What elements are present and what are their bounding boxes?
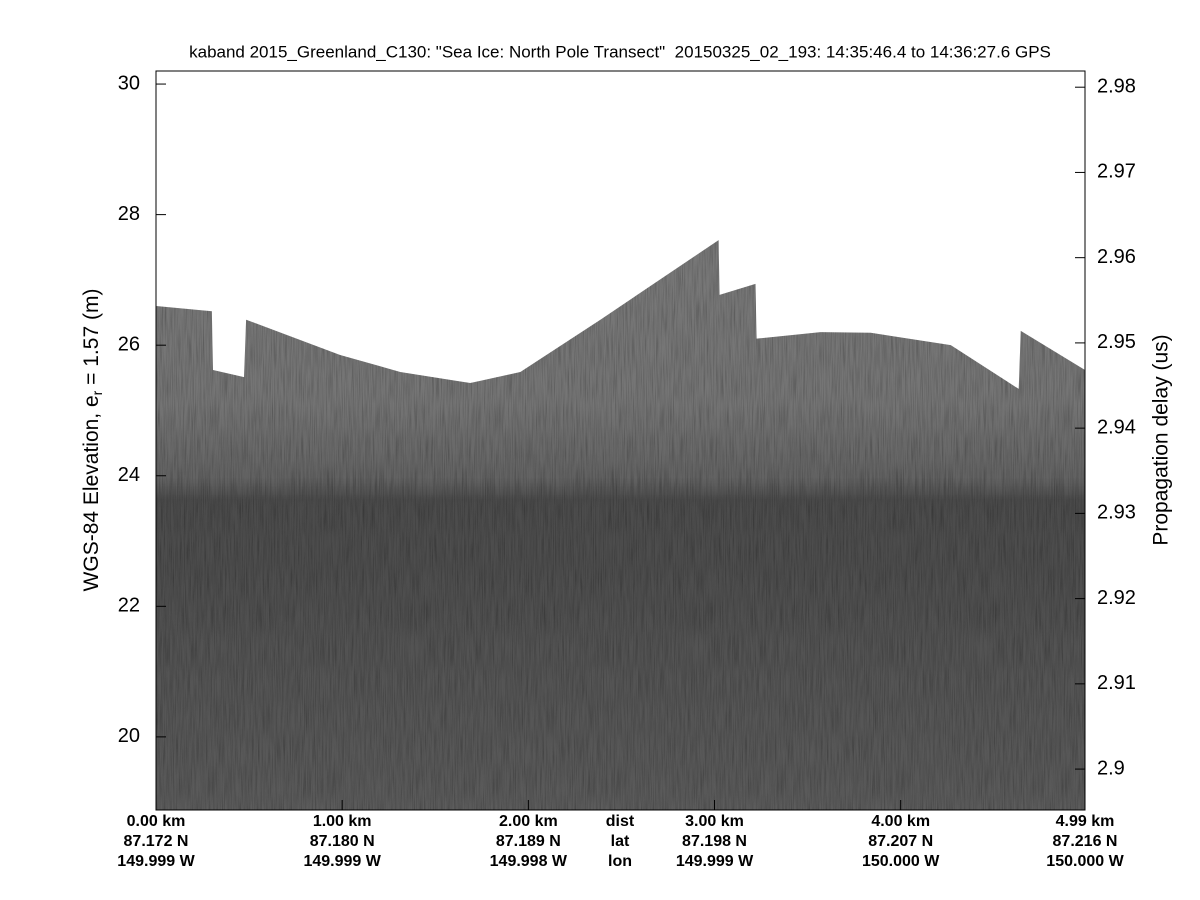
x-tick-label: 4.00 km [871, 813, 930, 830]
x-tick-lat: 87.216 N [1053, 833, 1118, 850]
x-tick-lat: 87.198 N [682, 833, 747, 850]
echogram-surface [156, 240, 1085, 810]
x-tick-lon: 149.999 W [303, 853, 381, 870]
x-tick-label: 0.00 km [127, 813, 186, 830]
x-row-name: lon [608, 853, 632, 870]
y2-tick-label: 2.93 [1097, 502, 1136, 524]
x-tick-lon: 150.000 W [862, 853, 940, 870]
x-tick-lat: 87.189 N [496, 833, 561, 850]
y2-axis-label: Propagation delay (us) [1150, 334, 1173, 545]
y2-tick-label: 2.96 [1097, 246, 1136, 268]
chart-title: kaband 2015_Greenland_C130: "Sea Ice: No… [189, 42, 1051, 61]
y-tick-label: 22 [118, 595, 140, 617]
x-tick-lat: 87.180 N [310, 833, 375, 850]
y-axis-label-sub: r [89, 390, 105, 395]
y2-tick-label: 2.91 [1097, 672, 1136, 694]
x-row-name: lat [611, 833, 630, 850]
y-axis-label-tail: = 1.57 (m) [80, 289, 103, 391]
y-tick-label: 28 [118, 203, 140, 225]
y-tick-label: 30 [118, 72, 140, 94]
x-tick-lon: 149.998 W [490, 853, 568, 870]
x-tick-lat: 87.207 N [868, 833, 933, 850]
y-tick-label: 24 [118, 464, 140, 486]
plot-frame [155, 70, 1086, 811]
x-tick-lon: 150.000 W [1046, 853, 1124, 870]
y2-tick-label: 2.9 [1097, 757, 1125, 779]
y2-tick-label: 2.95 [1097, 331, 1136, 353]
y-axis-label-main: WGS-84 Elevation, e [80, 395, 103, 591]
x-tick-label: 4.99 km [1056, 813, 1115, 830]
x-row-name: dist [606, 813, 635, 830]
y-tick-label: 20 [118, 725, 140, 747]
x-tick-label: 2.00 km [499, 813, 558, 830]
x-tick-lon: 149.999 W [676, 853, 754, 870]
x-tick-lat: 87.172 N [124, 833, 189, 850]
x-tick-label: 3.00 km [685, 813, 744, 830]
y2-tick-label: 2.94 [1097, 416, 1136, 438]
y-tick-label: 26 [118, 333, 140, 355]
y2-tick-label: 2.97 [1097, 161, 1136, 183]
y-axis-label: WGS-84 Elevation, er = 1.57 (m) [80, 289, 105, 592]
y2-tick-label: 2.98 [1097, 75, 1136, 97]
x-tick-label: 1.00 km [313, 813, 372, 830]
y2-tick-label: 2.92 [1097, 587, 1136, 609]
x-tick-lon: 149.999 W [117, 853, 195, 870]
